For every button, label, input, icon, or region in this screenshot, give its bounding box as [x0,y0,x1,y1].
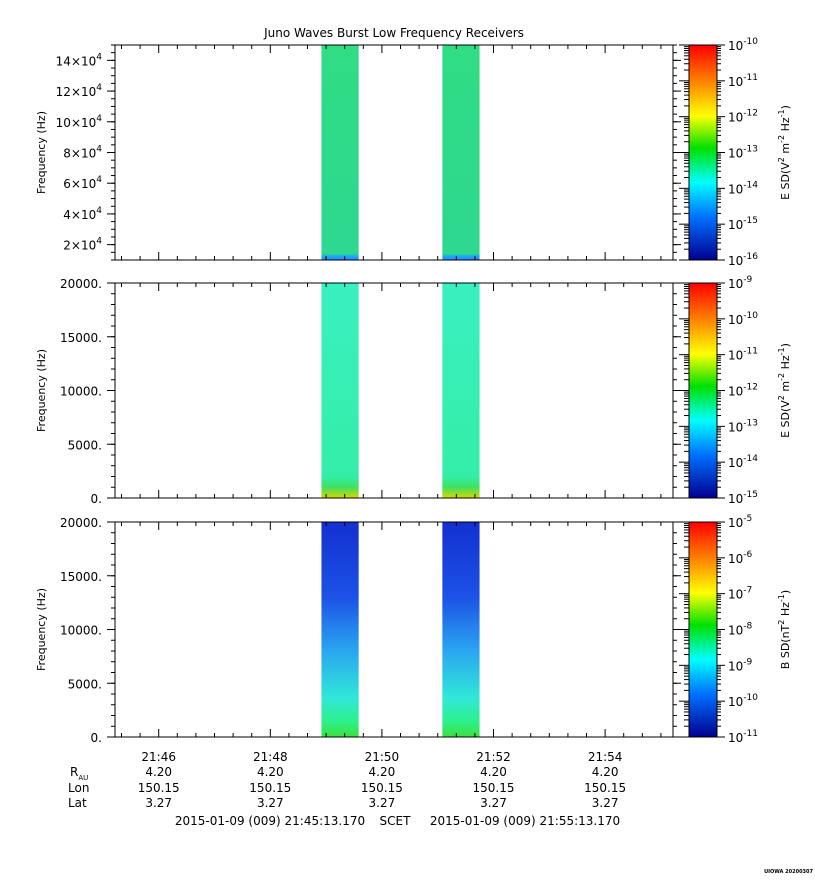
y-tick-label: 10×104 [56,114,103,130]
colorbar-tick-label: 10-15 [728,216,758,232]
x-tick-label: 21:52 [476,750,511,764]
burst-strip-2 [442,45,480,260]
y-tick-label: 4×104 [63,206,102,222]
colorbar [688,521,718,738]
lat-value: 3.27 [480,796,507,810]
y-tick-label: 15000. [60,331,102,345]
lon-value: 150.15 [584,781,626,795]
colorbar-tick-label: 10-9 [728,657,753,673]
burst-strip-2 [442,522,480,737]
y-axis-label: Frequency (Hz) [35,349,48,432]
y-tick-label: 0. [91,731,102,745]
colorbar-label: B SD(nT2 Hz-1) [777,590,792,669]
colorbar-tick-label: 10-11 [728,729,758,745]
panel-3: 0. 5000. 10000. 15000. 20000. Frequency (Hz) 1… [35,514,792,745]
colorbar-label: E SD(V2 m-2 Hz-1) [777,105,792,200]
lat-value: 3.27 [257,796,284,810]
y-tick-label: 6×104 [63,175,102,191]
y-tick-label: 14×104 [56,52,103,68]
panels: 2×104 4×104 6×104 8×104 10×104 12×104 14×104 Fr… [35,37,792,745]
lon-value: 150.15 [138,781,180,795]
colorbar-tick-label: 10-11 [728,347,758,363]
y-tick-label: 15000. [60,570,102,584]
plot-frame [114,282,674,499]
chart-title: Juno Waves Burst Low Frequency Receivers [263,26,524,40]
panel-1: 2×104 4×104 6×104 8×104 10×104 12×104 14×104 Fr… [35,37,792,268]
y-tick-label: 10000. [60,624,102,638]
colorbar-tick-label: 10-12 [728,109,758,125]
colorbar-tick-label: 10-16 [728,252,758,268]
plot-frame [114,521,674,738]
lat-label: Lat [68,796,87,810]
lon-label: Lon [68,781,89,795]
y-tick-label: 5000. [68,677,102,691]
rau-value: 4.20 [257,765,284,779]
colorbar-tick-label: 10-5 [728,514,752,530]
y-axis-label: Frequency (Hz) [35,111,48,194]
time-range-end: 2015-01-09 (009) 21:55:13.170 [430,814,620,828]
colorbar-tick-label: 10-7 [728,586,752,602]
lon-value: 150.15 [361,781,403,795]
colorbar-tick-label: 10-12 [728,383,758,399]
colorbar-tick-label: 10-8 [728,622,753,638]
rau-value: 4.20 [369,765,396,779]
burst-strip-1 [321,45,359,260]
colorbar-tick-label: 10-14 [728,180,758,196]
x-tick-label: 21:54 [588,750,623,764]
y-axis-label: Frequency (Hz) [35,588,48,671]
lon-value: 150.15 [249,781,291,795]
y-tick-label: 8×104 [63,145,102,161]
rau-value: 4.20 [480,765,507,779]
colorbar [688,44,718,261]
colorbar-tick-label: 10-14 [728,454,758,470]
colorbar-tick-label: 10-13 [728,145,758,161]
y-tick-label: 10000. [60,385,102,399]
rau-value: 4.20 [592,765,619,779]
lat-value: 3.27 [592,796,619,810]
colorbar-tick-label: 10-13 [728,418,758,434]
colorbar-tick-label: 10-10 [728,311,758,327]
y-tick-label: 5000. [68,438,102,452]
burst-strip-1 [321,283,359,498]
colorbar-tick-label: 10-6 [728,550,753,566]
lon-value: 150.15 [473,781,515,795]
ephemeris-labels: RAU Lon Lat [68,765,89,810]
colorbar-label: E SD(V2 m-2 Hz-1) [777,343,792,438]
x-tick-label: 21:46 [141,750,176,764]
colorbar-tick-label: 10-10 [728,37,758,53]
credit-label: UIOWA 20200307 [764,869,813,875]
burst-strip-2 [442,283,480,498]
x-tick-label: 21:48 [253,750,288,764]
colorbar-tick-label: 10-9 [728,275,753,291]
x-tick-label: 21:50 [365,750,400,764]
x-axis-labels: 21:464.20150.153.2721:484.20150.153.2721… [138,750,626,810]
time-range-label: SCET [380,814,412,828]
rau-label: RAU [70,765,88,782]
y-tick-label: 0. [91,492,102,506]
colorbar-tick-label: 10-10 [728,693,758,709]
scet-time-range: 2015-01-09 (009) 21:45:13.170 SCET 2015-… [175,814,620,828]
panel-2: 0. 5000. 10000. 15000. 20000. Frequency (Hz) 1… [35,275,792,506]
y-tick-label: 20000. [60,277,102,291]
colorbar [688,282,718,499]
rau-value: 4.20 [145,765,172,779]
burst-strip-1 [321,522,359,737]
lat-value: 3.27 [369,796,396,810]
time-range-start: 2015-01-09 (009) 21:45:13.170 [175,814,365,828]
plot-frame [114,44,674,261]
y-tick-label: 12×104 [56,83,103,99]
y-tick-label: 20000. [60,516,102,530]
colorbar-tick-label: 10-11 [728,73,758,89]
lat-value: 3.27 [145,796,172,810]
colorbar-tick-label: 10-15 [728,490,758,506]
y-tick-label: 2×104 [63,237,102,253]
